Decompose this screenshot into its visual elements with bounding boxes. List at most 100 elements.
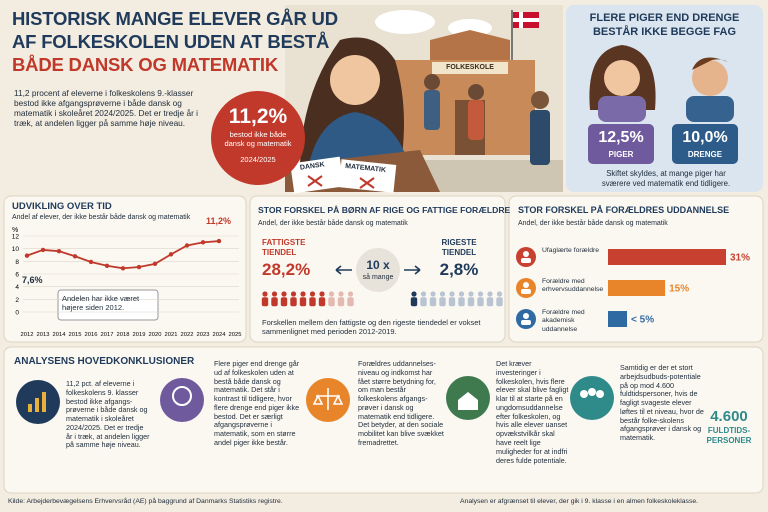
poor-value: 28,2%	[262, 260, 311, 279]
person-icon	[338, 291, 344, 297]
data-point	[168, 252, 174, 257]
x-tick-label: 2017	[101, 332, 114, 338]
footer-source: Kilde: Arbejderbevægelsens Erhvervsråd (…	[8, 498, 283, 505]
data-point	[216, 238, 222, 244]
x-tick-label: 2019	[133, 332, 146, 338]
data-point	[24, 253, 30, 258]
person-icon	[347, 291, 354, 297]
poor-label: TIENDEL	[262, 248, 297, 257]
conclusion-text: Forældres uddannelses-niveau og indkomst…	[358, 359, 444, 448]
person-icon	[300, 291, 306, 297]
highlight-period: 2024/2025	[240, 155, 276, 164]
bar-value-label: < 5%	[631, 315, 654, 326]
children-illustration	[589, 45, 734, 122]
category-icon	[521, 289, 531, 294]
person-icon	[309, 291, 316, 297]
y-tick-label: 6	[15, 272, 19, 279]
stat-label: FULDTIDS-	[707, 426, 751, 435]
girls-box	[588, 124, 654, 164]
boys-value: 10,0%	[682, 129, 728, 146]
person-icon	[448, 297, 456, 307]
data-point	[104, 263, 110, 268]
person-icon	[430, 291, 436, 297]
person-icon	[449, 291, 455, 297]
school-sign: FOLKESKOLE	[446, 64, 494, 71]
highlight-value: 11,2%	[228, 105, 288, 128]
y-tick-label: 0	[15, 310, 19, 317]
person-icon	[487, 291, 493, 297]
x-tick-label: 2018	[117, 332, 130, 338]
x-tick-label: 2014	[53, 332, 67, 338]
conclusion-icons	[16, 376, 614, 424]
bar-category: Forældre med erhvervsuddannelse	[542, 278, 604, 294]
ratio-label: så mange	[362, 274, 394, 281]
person-icon	[280, 297, 288, 307]
conclusion-text: Flere piger end drenge går ud af folkesk…	[214, 359, 300, 448]
chart-title: UDVIKLING OVER TID	[12, 201, 112, 212]
person-icon	[261, 297, 269, 307]
highlight-circle	[211, 91, 305, 185]
title-line: BÅDE DANSK OG MATEMATIK	[12, 54, 279, 75]
person-icon	[458, 297, 465, 307]
person-icon	[337, 297, 345, 307]
y-tick-label: 2	[15, 297, 19, 304]
x-tick-label: 2024	[213, 332, 227, 338]
ratio-arrows	[335, 265, 421, 275]
x-tick-label: 2025	[229, 332, 242, 338]
gender-title: BESTÅR IKKE BEGGE FAG	[592, 26, 737, 38]
data-point	[200, 240, 206, 245]
gender-note: Skiftet skyldes, at mange piger har svær…	[601, 169, 731, 188]
income-note: Forskellen mellem den fattigste og den r…	[262, 318, 481, 337]
bar-value-label: 15%	[669, 284, 689, 295]
x-tick-label: 2020	[149, 332, 162, 338]
x-tick-label: 2021	[165, 332, 178, 338]
person-icon	[420, 291, 427, 297]
x-tick-label: 2012	[21, 332, 34, 338]
person-icon	[262, 291, 268, 297]
x-tick-label: 2015	[69, 332, 82, 338]
person-icon	[299, 297, 307, 307]
person-icon	[347, 297, 354, 307]
illustration	[285, 5, 563, 194]
bar-value-label: 31%	[730, 253, 750, 264]
title-line: AF FOLKESKOLEN UDEN AT BESTÅ	[12, 31, 330, 52]
person-icon	[458, 291, 465, 297]
footer-note: Analysen er afgrænset til elever, der gi…	[460, 498, 699, 505]
category-icon	[523, 251, 529, 257]
person-icon	[420, 297, 427, 307]
data-point	[72, 254, 78, 259]
bar	[608, 311, 628, 327]
rich-value: 2,8%	[439, 260, 479, 279]
y-axis-label: %	[12, 227, 18, 234]
person-icon	[309, 297, 316, 307]
girls-value: 12,5%	[598, 129, 644, 146]
person-icon	[410, 297, 418, 307]
y-tick-label: 12	[12, 234, 20, 241]
x-tick-label: 2016	[85, 332, 98, 338]
intro-text: 11,2 procent af eleverne i folkeskolens …	[14, 88, 199, 129]
bar-category: Forældre med akademisk uddannelse	[542, 309, 585, 333]
ratio-value: 10 x	[366, 258, 390, 272]
data-point	[88, 259, 94, 265]
y-tick-label: 4	[15, 284, 19, 291]
rich-label: TIENDEL	[441, 248, 477, 257]
person-icon	[319, 291, 325, 297]
person-icon	[281, 291, 287, 297]
chart-title: STOR FORSKEL PÅ FORÆLDRES UDDANNELSE	[518, 205, 730, 215]
annotation-box	[57, 289, 159, 321]
annotation: Andelen har ikke været højere siden 2012…	[62, 294, 140, 313]
conclusion-text: 11,2 pct. af eleverne i folkeskolens 9. …	[66, 379, 150, 450]
annotation: 11,2%	[206, 216, 232, 226]
data-point	[136, 264, 142, 270]
person-icon	[271, 297, 278, 307]
boys-box	[672, 124, 738, 164]
gender-title: FLERE PIGER END DRENGE	[589, 12, 740, 24]
y-tick-label: 10	[12, 246, 20, 253]
person-icon	[290, 291, 297, 297]
category-icon	[523, 313, 529, 319]
stat-label: PERSONER	[706, 436, 752, 445]
income-subtitle: Andel, der ikke består både dansk og mat…	[258, 220, 408, 227]
person-icon	[290, 297, 297, 307]
data-point	[120, 266, 126, 271]
